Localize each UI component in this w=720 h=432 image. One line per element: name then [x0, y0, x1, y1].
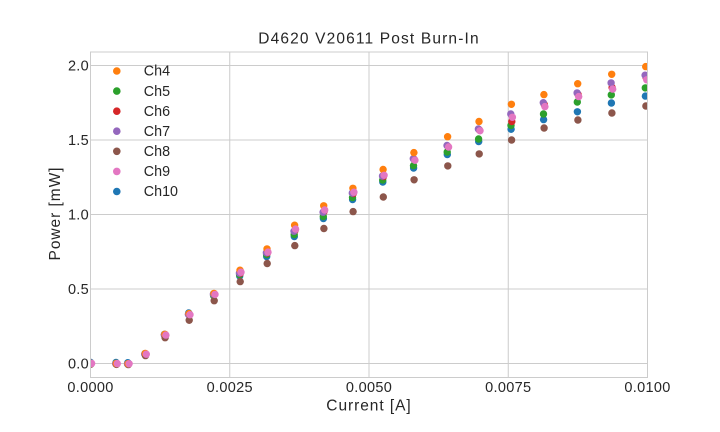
svg-text:D4620 V20611 Post Burn-In: D4620 V20611 Post Burn-In [258, 31, 479, 48]
svg-text:0.0100: 0.0100 [624, 380, 670, 396]
svg-text:1.5: 1.5 [68, 133, 89, 149]
svg-text:Current [A]: Current [A] [326, 398, 411, 415]
svg-text:Ch4: Ch4 [144, 64, 170, 80]
svg-text:Ch10: Ch10 [144, 184, 178, 200]
svg-text:0.0075: 0.0075 [485, 380, 531, 396]
svg-text:2.0: 2.0 [68, 59, 89, 75]
svg-text:Power [mW]: Power [mW] [47, 167, 64, 261]
svg-text:Ch8: Ch8 [144, 144, 170, 160]
svg-text:0.0000: 0.0000 [67, 380, 113, 396]
svg-text:0.0050: 0.0050 [346, 380, 392, 396]
svg-text:0.0025: 0.0025 [207, 380, 253, 396]
svg-text:Ch5: Ch5 [144, 84, 170, 100]
svg-text:Ch6: Ch6 [144, 104, 170, 120]
svg-text:Ch9: Ch9 [144, 164, 170, 180]
svg-text:Ch7: Ch7 [144, 124, 170, 140]
svg-text:0.0: 0.0 [68, 357, 89, 373]
svg-text:0.5: 0.5 [68, 282, 89, 298]
svg-text:1.0: 1.0 [68, 208, 89, 224]
